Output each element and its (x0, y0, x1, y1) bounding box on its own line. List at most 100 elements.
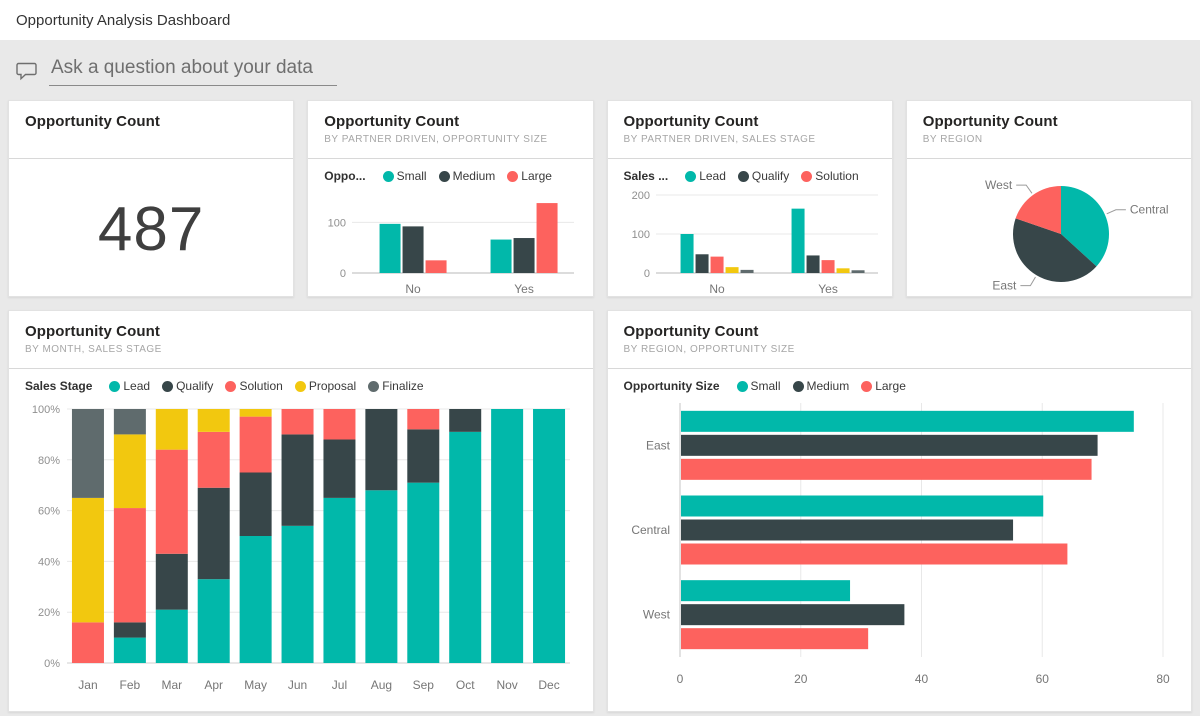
chart-legend: Opportunity Size Small Medium Large (620, 373, 1180, 399)
svg-text:100%: 100% (32, 404, 60, 416)
svg-text:No: No (406, 282, 422, 296)
tile-partner-driven-opportunity-size[interactable]: Opportunity Count BY PARTNER DRIVEN, OPP… (307, 100, 594, 297)
legend-title: Sales ... (623, 169, 669, 183)
tile-subtitle: BY PARTNER DRIVEN, OPPORTUNITY SIZE (324, 134, 548, 145)
legend-item: Large (507, 169, 552, 183)
legend-dot (109, 380, 121, 392)
svg-text:Yes: Yes (818, 282, 838, 296)
dashboard-grid: Opportunity Count 487 Opportunity Count … (0, 96, 1200, 716)
svg-text:40: 40 (914, 672, 928, 686)
legend-items: Small Medium Large (382, 169, 552, 183)
legend-title: Sales Stage (25, 379, 93, 393)
legend-dot (736, 380, 748, 392)
clustered-column-chart[interactable]: 0 100 200 No Yes (620, 189, 880, 296)
legend-item: Small (382, 169, 427, 183)
svg-text:East: East (992, 279, 1017, 293)
tile-title: Opportunity Count (324, 113, 460, 130)
tile-region-opportunity-size[interactable]: Opportunity Count BY REGION, OPPORTUNITY… (606, 310, 1192, 712)
svg-text:Nov: Nov (496, 678, 517, 692)
legend-item: Small (736, 379, 781, 393)
chat-bubble-icon (16, 62, 37, 81)
legend-title: Opportunity Size (623, 379, 720, 393)
legend-dot (368, 380, 380, 392)
svg-text:20%: 20% (38, 607, 60, 619)
legend-dot (737, 170, 749, 182)
chart-legend: Oppo... Small Medium Large (320, 163, 580, 189)
tile-title: Opportunity Count (623, 323, 759, 340)
legend-item: Solution (801, 169, 859, 183)
legend-item: Medium (438, 169, 495, 183)
tile-header: Opportunity Count BY PARTNER DRIVEN, SAL… (607, 101, 892, 159)
tile-title: Opportunity Count (25, 113, 161, 130)
legend-dot (382, 170, 394, 182)
app-header: Opportunity Analysis Dashboard (0, 0, 1200, 40)
tile-region-pie[interactable]: Opportunity Count BY REGION Central East W… (905, 100, 1192, 297)
svg-text:Sep: Sep (413, 678, 435, 692)
qna-input[interactable] (49, 57, 337, 86)
svg-text:Aug: Aug (371, 678, 392, 692)
svg-text:Central: Central (1130, 203, 1169, 217)
tile-subtitle: BY REGION (922, 134, 983, 145)
tile-body: Oppo... Small Medium Large 0 100 No Yes (308, 159, 592, 296)
tile-subtitle: BY REGION, OPPORTUNITY SIZE (623, 344, 795, 355)
svg-text:Central: Central (631, 523, 670, 537)
svg-text:East: East (645, 438, 670, 452)
svg-text:0%: 0% (44, 658, 60, 670)
legend-dot (507, 170, 519, 182)
horizontal-bar-chart[interactable]: 0 20 40 60 80 East Central West (620, 399, 1180, 691)
svg-text:Apr: Apr (204, 678, 223, 692)
legend-items: Lead Qualify Solution Proposal Finalize (109, 379, 424, 393)
legend-item: Qualify (162, 379, 213, 393)
legend-title: Oppo... (324, 169, 366, 183)
tile-body: Sales ... Lead Qualify Solution 0 100 200 No Y… (608, 159, 892, 296)
legend-dot (438, 170, 450, 182)
svg-text:Jun: Jun (288, 678, 307, 692)
tile-month-sales-stage[interactable]: Opportunity Count BY MONTH, SALES STAGE … (8, 310, 594, 712)
tile-header: Opportunity Count BY PARTNER DRIVEN, OPP… (308, 101, 593, 159)
legend-item: Large (861, 379, 906, 393)
tile-subtitle: BY PARTNER DRIVEN, SALES STAGE (623, 134, 816, 145)
big-number-value: 487 (97, 195, 205, 264)
legend-item: Lead (109, 379, 150, 393)
svg-text:80: 80 (1156, 672, 1170, 686)
legend-dot (162, 380, 174, 392)
legend-item: Qualify (737, 169, 789, 183)
legend-dot (861, 380, 873, 392)
svg-text:0: 0 (676, 672, 683, 686)
svg-text:20: 20 (794, 672, 808, 686)
tile-header: Opportunity Count (9, 101, 294, 159)
svg-text:100: 100 (631, 229, 649, 241)
svg-text:80%: 80% (38, 455, 60, 467)
legend-dot (685, 170, 697, 182)
svg-text:West: West (985, 178, 1013, 192)
legend-item: Lead (685, 169, 726, 183)
tile-partner-driven-sales-stage[interactable]: Opportunity Count BY PARTNER DRIVEN, SAL… (606, 100, 893, 297)
tile-body: Opportunity Size Small Medium Large 0 20 40 6… (608, 369, 1192, 711)
svg-text:Yes: Yes (515, 282, 535, 296)
legend-item: Medium (792, 379, 849, 393)
svg-text:40%: 40% (38, 556, 60, 568)
tile-title: Opportunity Count (922, 113, 1058, 130)
svg-text:100: 100 (328, 217, 346, 229)
svg-text:Dec: Dec (538, 678, 559, 692)
svg-text:60: 60 (1035, 672, 1049, 686)
svg-text:Mar: Mar (161, 678, 182, 692)
tile-title: Opportunity Count (25, 323, 161, 340)
svg-text:60%: 60% (38, 506, 60, 518)
tile-header: Opportunity Count BY MONTH, SALES STAGE (9, 311, 593, 369)
clustered-column-chart[interactable]: 0 100 No Yes (320, 189, 580, 296)
qna-bar (0, 40, 1200, 96)
tile-body: 487 (9, 159, 293, 296)
tile-opportunity-count-card[interactable]: Opportunity Count 487 (8, 100, 295, 297)
svg-text:0: 0 (643, 268, 649, 280)
legend-dot (801, 170, 813, 182)
tile-body: Sales Stage Lead Qualify Solution Proposal F… (9, 369, 593, 711)
tile-subtitle (25, 134, 277, 146)
stacked-column-chart[interactable]: 0% 20% 40% 60% 80% 100% Jan Feb Mar Apr May Jun Jul A… (21, 399, 581, 695)
legend-item: Proposal (294, 379, 356, 393)
tile-body: Central East West (907, 159, 1191, 296)
pie-chart[interactable]: Central East West (919, 163, 1179, 296)
svg-text:No: No (709, 282, 725, 296)
tile-subtitle: BY MONTH, SALES STAGE (25, 344, 162, 355)
chart-legend: Sales Stage Lead Qualify Solution Proposal F… (21, 373, 581, 399)
